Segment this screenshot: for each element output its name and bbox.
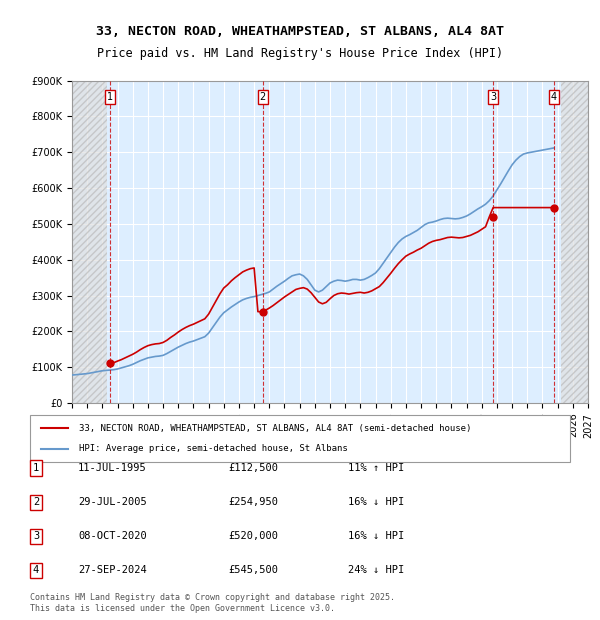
Text: 2: 2	[260, 92, 266, 102]
Text: 4: 4	[551, 92, 557, 102]
Text: 29-JUL-2005: 29-JUL-2005	[78, 497, 147, 507]
Text: 2: 2	[33, 497, 39, 507]
Text: £545,500: £545,500	[228, 565, 278, 575]
Text: £520,000: £520,000	[228, 531, 278, 541]
Text: 11% ↑ HPI: 11% ↑ HPI	[348, 463, 404, 473]
Text: 33, NECTON ROAD, WHEATHAMPSTEAD, ST ALBANS, AL4 8AT (semi-detached house): 33, NECTON ROAD, WHEATHAMPSTEAD, ST ALBA…	[79, 424, 471, 433]
Text: £112,500: £112,500	[228, 463, 278, 473]
Text: £254,950: £254,950	[228, 497, 278, 507]
Text: 16% ↓ HPI: 16% ↓ HPI	[348, 497, 404, 507]
Text: 08-OCT-2020: 08-OCT-2020	[78, 531, 147, 541]
Text: 1: 1	[107, 92, 113, 102]
Text: Contains HM Land Registry data © Crown copyright and database right 2025.
This d: Contains HM Land Registry data © Crown c…	[30, 593, 395, 613]
Text: 16% ↓ HPI: 16% ↓ HPI	[348, 531, 404, 541]
Text: 33, NECTON ROAD, WHEATHAMPSTEAD, ST ALBANS, AL4 8AT: 33, NECTON ROAD, WHEATHAMPSTEAD, ST ALBA…	[96, 25, 504, 38]
Text: Price paid vs. HM Land Registry's House Price Index (HPI): Price paid vs. HM Land Registry's House …	[97, 46, 503, 60]
Text: HPI: Average price, semi-detached house, St Albans: HPI: Average price, semi-detached house,…	[79, 445, 347, 453]
FancyBboxPatch shape	[30, 415, 570, 462]
Text: 4: 4	[33, 565, 39, 575]
Text: 24% ↓ HPI: 24% ↓ HPI	[348, 565, 404, 575]
Text: 27-SEP-2024: 27-SEP-2024	[78, 565, 147, 575]
Text: 3: 3	[33, 531, 39, 541]
Text: 3: 3	[490, 92, 497, 102]
Text: 1: 1	[33, 463, 39, 473]
Text: 11-JUL-1995: 11-JUL-1995	[78, 463, 147, 473]
